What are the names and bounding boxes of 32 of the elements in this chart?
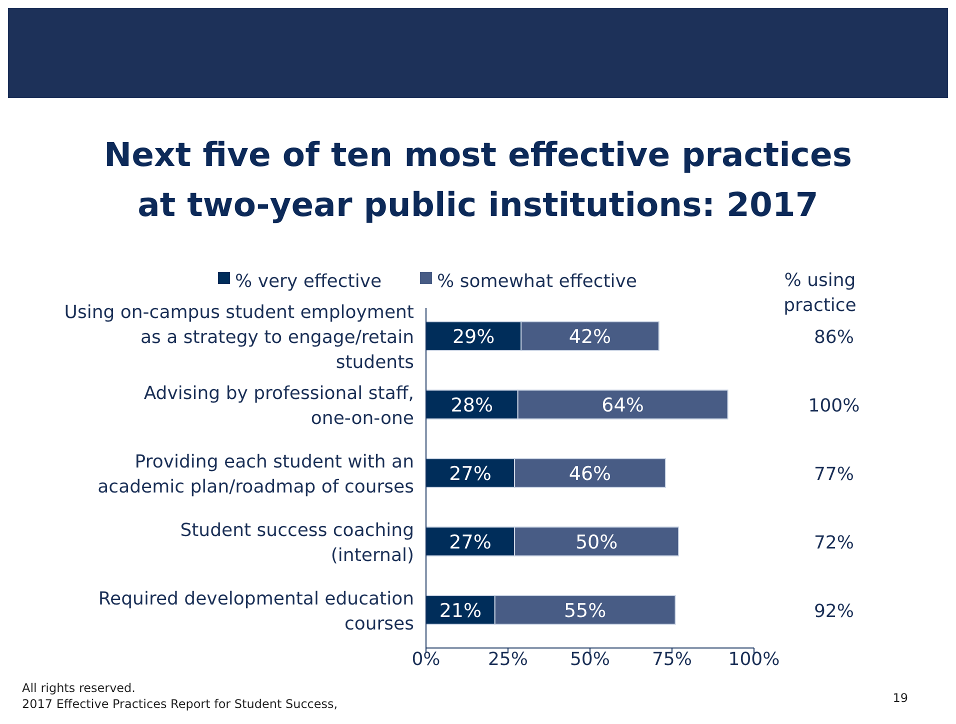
text: 100% (808, 396, 860, 417)
y-tick-label: Student success coaching (internal) (180, 520, 414, 566)
text: 86% (814, 327, 854, 348)
data-label: 64% (602, 394, 644, 417)
x-tick-label: 50% (570, 649, 610, 670)
data-label: 46% (568, 463, 612, 485)
y-tick-label: Providing each student with an academic plan/roadmap of courses (98, 452, 414, 498)
text: 19 (892, 691, 908, 705)
text: 92% (814, 600, 854, 622)
y-tick-label: Required developmental education courses (98, 588, 414, 634)
y-tick-label: Advising by professional staff, one-on-one (144, 383, 414, 430)
x-tick-label: 0% (412, 649, 440, 670)
data-label: 21% (439, 600, 482, 622)
x-tick-label: 75% (652, 649, 692, 670)
legend-label: % very effective (235, 271, 382, 292)
text: 72% (814, 532, 854, 554)
data-label: 50% (575, 531, 618, 554)
legend-label: % somewhat effective (437, 271, 637, 292)
text: 77% (814, 464, 854, 485)
data-label: 27% (449, 463, 492, 485)
data-label: 29% (452, 326, 495, 348)
text: % using practice (784, 270, 856, 316)
data-label: 27% (449, 531, 492, 554)
text: 2017 Effective Practices Report for Student Success, (22, 697, 338, 711)
chart-title: Next five of ten most effective practices at two-year public institutions: 2017 (104, 135, 852, 224)
x-tick-label: 25% (488, 649, 528, 670)
data-label: 28% (450, 394, 494, 417)
x-tick-label: 100% (728, 649, 780, 670)
y-tick-label: Using on-campus student employment as a strategy to engage/retain students (64, 302, 414, 374)
data-label: 55% (564, 600, 606, 622)
data-label: 42% (568, 326, 612, 348)
text: All rights reserved. (22, 681, 136, 695)
